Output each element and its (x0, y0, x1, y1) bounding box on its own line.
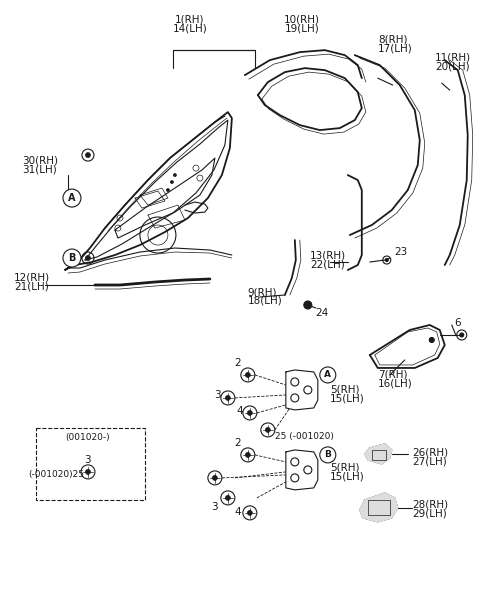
Text: 12(RH): 12(RH) (14, 272, 50, 282)
Text: 9(RH): 9(RH) (248, 287, 277, 297)
Text: 4: 4 (235, 507, 241, 517)
Circle shape (63, 189, 81, 207)
Circle shape (460, 333, 464, 337)
Circle shape (226, 496, 230, 500)
Text: (-001020)25: (-001020)25 (28, 470, 84, 479)
Text: 11(RH): 11(RH) (435, 52, 471, 62)
Circle shape (85, 153, 90, 158)
Text: 18(LH): 18(LH) (248, 296, 283, 306)
Text: 19(LH): 19(LH) (285, 23, 319, 33)
Circle shape (247, 510, 252, 515)
Circle shape (320, 447, 336, 463)
Text: 20(LH): 20(LH) (435, 61, 469, 71)
Text: 3: 3 (212, 502, 218, 512)
Text: 6: 6 (455, 318, 461, 328)
Circle shape (167, 189, 169, 192)
Text: 5(RH): 5(RH) (330, 463, 360, 473)
Circle shape (63, 249, 81, 267)
Text: 26(RH): 26(RH) (412, 448, 448, 458)
Circle shape (265, 428, 270, 432)
Circle shape (385, 258, 388, 261)
Text: B: B (68, 253, 76, 263)
Text: 8(RH): 8(RH) (378, 34, 408, 44)
Text: A: A (68, 193, 76, 203)
Text: 22(LH): 22(LH) (310, 259, 345, 269)
Circle shape (170, 181, 173, 183)
Circle shape (245, 372, 250, 378)
Text: 15(LH): 15(LH) (330, 472, 365, 482)
Text: 28(RH): 28(RH) (412, 500, 448, 510)
Text: 15(LH): 15(LH) (330, 394, 365, 404)
Circle shape (320, 367, 336, 383)
Text: 2: 2 (235, 438, 241, 448)
Text: 2: 2 (235, 358, 241, 368)
Text: 21(LH): 21(LH) (14, 281, 49, 291)
Text: 29(LH): 29(LH) (412, 509, 446, 519)
Text: 3: 3 (215, 390, 221, 400)
Text: 23: 23 (394, 247, 407, 257)
Circle shape (85, 255, 90, 261)
Bar (368, 500, 390, 515)
Text: 30(RH): 30(RH) (22, 155, 58, 165)
Text: 10(RH): 10(RH) (284, 14, 320, 24)
Polygon shape (360, 493, 398, 522)
Text: 16(LH): 16(LH) (378, 379, 412, 389)
Text: (001020-): (001020-) (66, 433, 110, 442)
Text: 27(LH): 27(LH) (412, 457, 446, 467)
Polygon shape (365, 444, 392, 464)
Text: 13(RH): 13(RH) (310, 250, 346, 260)
Text: 31(LH): 31(LH) (22, 164, 57, 174)
Text: A: A (324, 371, 331, 379)
Circle shape (226, 395, 230, 401)
Text: 17(LH): 17(LH) (378, 43, 412, 53)
Circle shape (247, 411, 252, 415)
Text: 24: 24 (315, 308, 328, 318)
Circle shape (429, 337, 434, 342)
Circle shape (173, 173, 176, 176)
Circle shape (213, 476, 217, 480)
Circle shape (245, 453, 250, 457)
Text: 3: 3 (84, 455, 91, 465)
Circle shape (85, 470, 90, 474)
Circle shape (304, 301, 312, 309)
Text: 25 (-001020): 25 (-001020) (275, 432, 334, 441)
Text: 4: 4 (237, 406, 243, 416)
Text: 14(LH): 14(LH) (172, 23, 207, 33)
Text: 7(RH): 7(RH) (378, 370, 408, 380)
Bar (372, 450, 386, 460)
Text: B: B (324, 450, 331, 460)
Text: 1(RH): 1(RH) (175, 14, 204, 24)
Text: 5(RH): 5(RH) (330, 385, 360, 395)
